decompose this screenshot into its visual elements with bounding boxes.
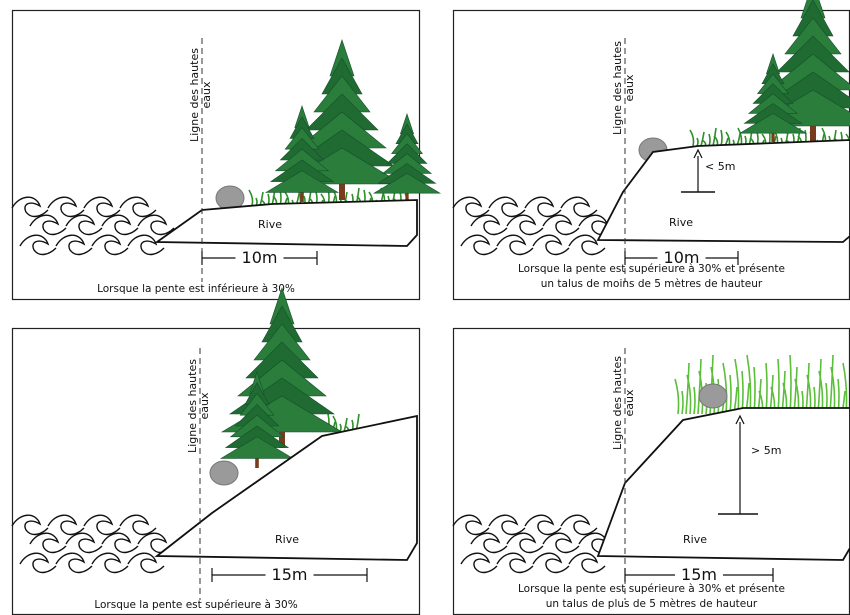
water-line-label: Ligne des hautes xyxy=(611,356,624,450)
distance-label: 15m xyxy=(272,565,308,584)
height-arrow xyxy=(735,414,745,425)
wave xyxy=(101,214,139,236)
wave xyxy=(119,514,157,536)
panel: Ligne des hautes eaux Rive 10m Lorsque la pe… xyxy=(11,9,442,301)
water-line-label: Ligne des hautes xyxy=(186,359,199,453)
height-label: < 5m xyxy=(705,160,735,173)
wave xyxy=(83,196,121,218)
wave xyxy=(532,552,570,574)
wave xyxy=(452,196,490,218)
wave xyxy=(568,234,606,256)
wave xyxy=(11,196,49,218)
tree-foliage xyxy=(738,113,808,134)
wave xyxy=(496,552,534,574)
bank-label: Rive xyxy=(683,533,707,546)
wave xyxy=(542,214,580,236)
wave xyxy=(65,532,103,554)
wave xyxy=(11,514,49,536)
wave xyxy=(83,514,121,536)
wave xyxy=(524,196,562,218)
water-line-label: Ligne des hautes xyxy=(188,48,201,142)
tree-foliage xyxy=(372,173,442,194)
wave xyxy=(452,514,490,536)
height-label: > 5m xyxy=(751,444,781,457)
wave xyxy=(488,514,526,536)
water-line-label: eaux xyxy=(198,392,211,419)
wave xyxy=(137,214,175,236)
water-line-label: Ligne des hautes xyxy=(611,41,624,135)
wave xyxy=(65,214,103,236)
caption: Lorsque la pente est supérieure à 30% xyxy=(94,599,297,611)
wave xyxy=(55,234,93,256)
bank xyxy=(154,414,418,561)
grass xyxy=(686,374,692,415)
bank-label: Rive xyxy=(258,218,282,231)
wave xyxy=(19,234,57,256)
panel: Ligne des hautes eaux Rive 15m > 5m Lorsque l… xyxy=(452,327,850,615)
wave xyxy=(506,214,544,236)
wave xyxy=(506,532,544,554)
distance-label: 10m xyxy=(664,248,700,267)
height-arrow xyxy=(693,148,703,159)
grass xyxy=(693,386,696,415)
rock xyxy=(698,383,728,409)
bank xyxy=(596,139,850,243)
caption: Lorsque la pente est supérieure à 30% et… xyxy=(518,583,785,595)
wave xyxy=(55,552,93,574)
wave xyxy=(29,532,67,554)
bank-label: Rive xyxy=(669,216,693,229)
wave xyxy=(19,552,57,574)
wave xyxy=(119,196,157,218)
wave xyxy=(29,214,67,236)
caption: Lorsque la pente est supérieure à 30% et… xyxy=(518,263,785,275)
caption: un talus de plus de 5 mètres de hauteur xyxy=(546,598,758,610)
grass xyxy=(700,131,705,147)
wave xyxy=(460,234,498,256)
bank xyxy=(596,407,850,561)
wave xyxy=(496,234,534,256)
wave xyxy=(568,552,606,574)
wave xyxy=(560,196,598,218)
wave xyxy=(101,532,139,554)
wave xyxy=(542,532,580,554)
distance-label: 10m xyxy=(242,248,278,267)
wave xyxy=(532,234,570,256)
water-line-label: eaux xyxy=(623,74,636,101)
tree-foliage xyxy=(264,170,340,193)
tree-foliage xyxy=(219,436,295,459)
wave xyxy=(127,552,165,574)
wave xyxy=(91,552,129,574)
rock xyxy=(209,460,239,486)
wave xyxy=(127,234,165,256)
wave xyxy=(560,514,598,536)
wave xyxy=(47,196,85,218)
grass xyxy=(685,362,690,415)
wave xyxy=(470,214,508,236)
distance-label: 15m xyxy=(681,565,717,584)
grass xyxy=(248,189,254,207)
bank-label: Rive xyxy=(275,533,299,546)
water-line-label: eaux xyxy=(623,389,636,416)
panel: Ligne des hautes eaux Rive 10m < 5m Lorsque l… xyxy=(452,0,850,301)
grass xyxy=(689,129,695,147)
water-line-label: eaux xyxy=(200,81,213,108)
wave xyxy=(47,514,85,536)
wave xyxy=(470,532,508,554)
grass xyxy=(697,358,702,415)
wave xyxy=(524,514,562,536)
grass xyxy=(681,390,684,415)
wave xyxy=(460,552,498,574)
caption: un talus de moins de 5 mètres de hauteur xyxy=(541,278,763,290)
panel: Ligne des hautes eaux Rive 15m Lorsque la pe… xyxy=(11,287,421,615)
wave xyxy=(91,234,129,256)
caption: Lorsque la pente est inférieure à 30% xyxy=(97,283,295,295)
wave xyxy=(488,196,526,218)
grass xyxy=(674,378,680,415)
grass xyxy=(722,362,728,415)
